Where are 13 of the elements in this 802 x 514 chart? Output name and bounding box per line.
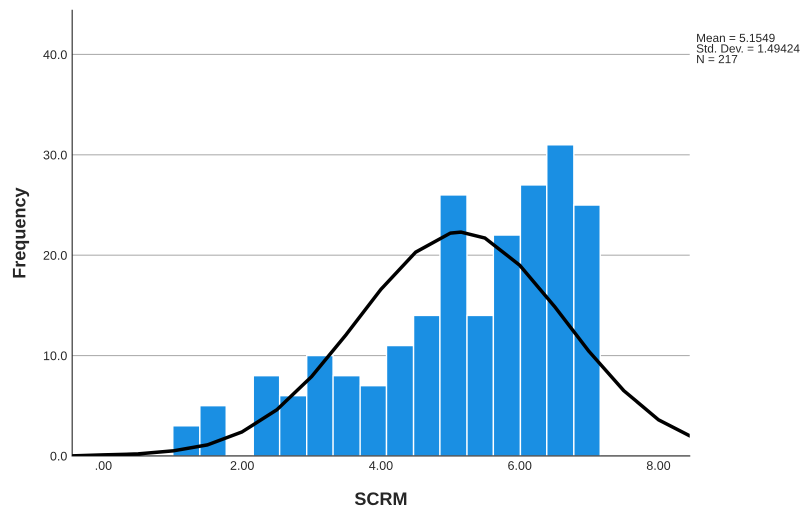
x-tick-label: 8.00 [646,461,670,470]
x-tick-label: 2.00 [230,461,254,470]
y-tick-label: 10.0 [44,351,67,360]
y-tick-label: 30.0 [43,150,67,160]
x-tick-label: 4.00 [369,461,393,470]
y-tick-label: 20.0 [44,250,67,260]
x-tick-label: 6.00 [508,461,532,470]
y-tick-label: 0.0 [50,452,67,461]
x-axis-title: SCRM [354,492,406,506]
y-axis-title: Frequency [12,188,30,278]
y-tick-label: 40.0 [43,50,67,60]
x-tick-label: .00 [96,461,112,470]
text: Mean = 5.1549 Std. Dev. = 1.49424 N = 217 [696,34,800,64]
